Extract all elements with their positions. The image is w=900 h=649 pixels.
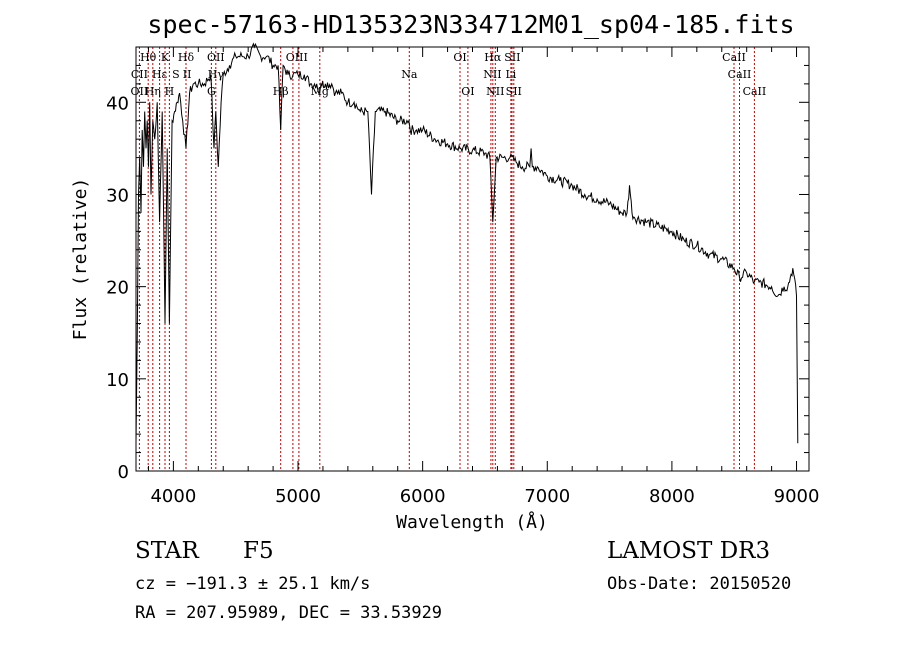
y-axis: 0 10 20 30 40: [106, 46, 809, 483]
object-class: STAR: [135, 538, 199, 564]
line-label-12: Hγ: [208, 68, 225, 81]
line-label-9: II: [183, 68, 192, 81]
line-label-8: Hδ: [178, 51, 195, 64]
line-label-17: OI: [453, 51, 466, 64]
line-label-21: NII: [486, 85, 504, 98]
line-label-11: OII: [207, 51, 225, 64]
y-tick-label-20: 20: [106, 278, 129, 299]
emission-line-labels: HθOIICIIHηHεHKSHδIIGOIIHγHβOIIIMgNaOIOIH…: [131, 51, 767, 98]
x-tick-label-7000: 7000: [524, 486, 570, 507]
coordinates: RA = 207.95989, DEC = 33.53929: [135, 603, 443, 623]
y-tick-label-30: 30: [106, 185, 129, 206]
x-tick-label-6000: 6000: [400, 486, 446, 507]
plot-frame: [135, 46, 810, 472]
line-label-5: H: [165, 85, 175, 98]
line-label-13: Hβ: [273, 85, 289, 98]
x-tick-label-8000: 8000: [649, 486, 695, 507]
line-label-25: CaII: [722, 51, 746, 64]
x-tick-label-9000: 9000: [774, 486, 820, 507]
line-label-1: OII: [131, 85, 149, 98]
x-axis: 4000 5000 6000 7000 8000 9000: [147, 47, 820, 507]
y-axis-title: Flux (relative): [70, 178, 91, 341]
line-label-20: NII: [483, 68, 501, 81]
x-axis-title: Wavelength (Å): [396, 511, 548, 533]
emission-line-markers: [138, 47, 755, 471]
x-tick-label-4000: 4000: [150, 486, 196, 507]
line-label-4: Hε: [152, 68, 168, 81]
spectrum-series: [135, 42, 799, 444]
line-label-22: SII: [504, 51, 520, 64]
line-label-26: CaII: [728, 68, 752, 81]
line-label-3: Hη: [145, 85, 161, 98]
x-tick-label-5000: 5000: [275, 486, 321, 507]
redshift-cz: cz = −191.3 ± 25.1 km/s: [135, 574, 371, 594]
y-tick-label-10: 10: [106, 370, 129, 391]
line-label-18: OI: [461, 85, 474, 98]
line-label-0: Hθ: [140, 51, 157, 64]
y-tick-label-0: 0: [118, 462, 129, 483]
line-label-23: Li: [505, 68, 516, 81]
line-label-7: S: [172, 68, 180, 81]
line-label-6: K: [161, 51, 170, 64]
observation-date: Obs-Date: 20150520: [607, 574, 792, 594]
survey-name: LAMOST DR3: [607, 538, 771, 564]
line-label-2: CII: [131, 68, 148, 81]
spectrum-line: [135, 42, 799, 444]
plot-title: spec-57163-HD135323N334712M01_sp04-185.f…: [147, 10, 794, 39]
y-tick-label-40: 40: [106, 93, 129, 114]
line-label-16: Na: [401, 68, 418, 81]
line-label-24: SII: [506, 85, 522, 98]
object-subclass: F5: [243, 538, 274, 564]
line-label-19: Hα: [484, 51, 502, 64]
line-label-27: CaII: [743, 85, 767, 98]
line-label-14: OIII: [286, 51, 308, 64]
